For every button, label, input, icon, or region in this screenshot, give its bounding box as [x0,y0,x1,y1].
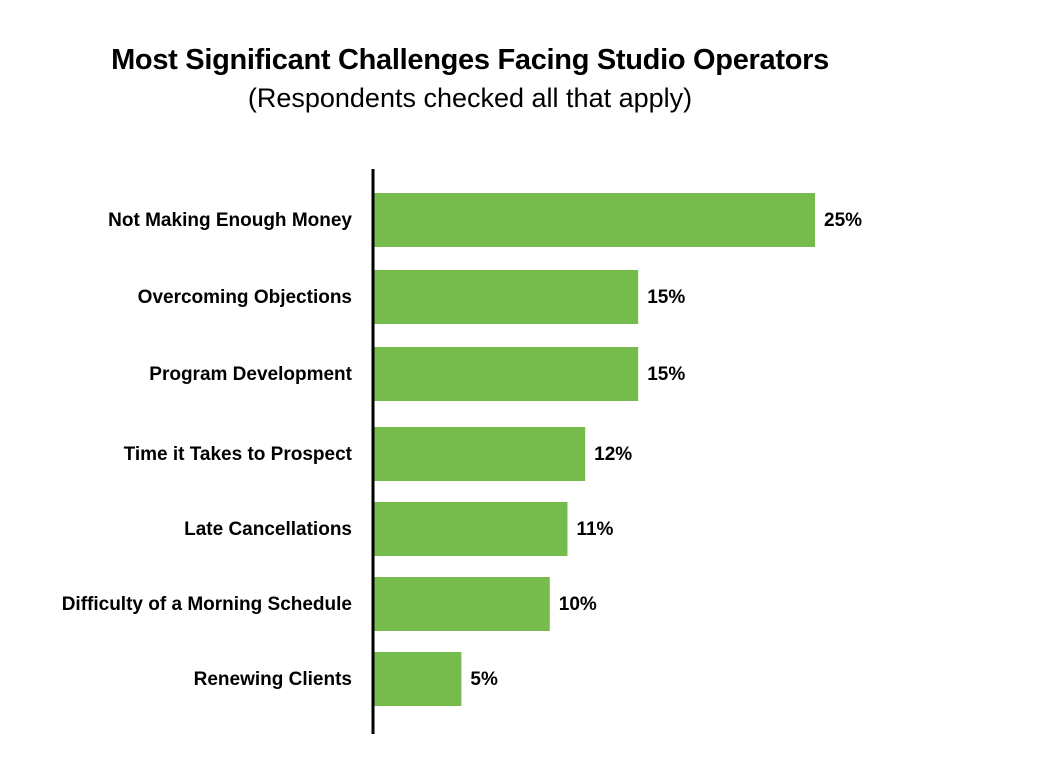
category-label: Not Making Enough Money [108,210,352,231]
category-label: Time it Takes to Prospect [124,444,353,465]
value-label: 15% [647,364,685,385]
value-label: 12% [594,444,632,465]
value-label: 11% [576,519,613,540]
bar [373,652,462,706]
bar [373,502,568,556]
category-label: Late Cancellations [184,519,352,540]
chart-subtitle: (Respondents checked all that apply) [247,83,693,113]
category-label: Program Development [149,364,352,385]
bar [373,427,586,481]
value-label: 5% [470,669,498,690]
chart-title: Most Significant Challenges Facing Studi… [111,44,829,76]
category-label: Renewing Clients [194,669,352,690]
bar [373,347,639,401]
bar [373,270,639,324]
value-label: 15% [647,287,685,308]
category-label: Difficulty of a Morning Schedule [62,594,352,615]
category-label: Overcoming Objections [138,287,352,308]
bar [373,577,550,631]
value-label: 10% [559,594,597,615]
bar [373,193,815,247]
value-label: 25% [824,210,862,231]
